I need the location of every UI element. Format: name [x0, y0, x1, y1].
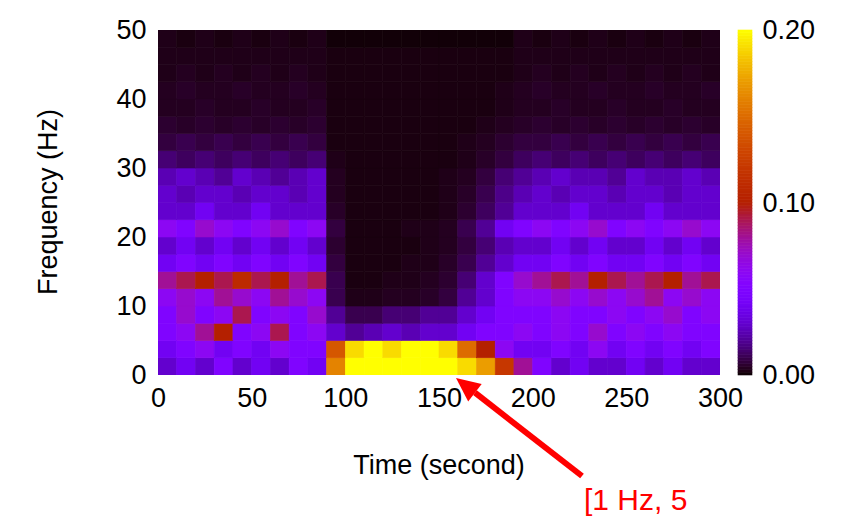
svg-text:20: 20 [116, 222, 146, 252]
svg-text:Frequency (Hz): Frequency (Hz) [33, 109, 63, 295]
svg-text:250: 250 [604, 383, 649, 413]
svg-text:[1 Hz, 5: [1 Hz, 5 [584, 483, 687, 516]
svg-text:300: 300 [698, 383, 743, 413]
svg-text:0: 0 [131, 360, 146, 390]
svg-text:50: 50 [237, 383, 267, 413]
svg-text:0: 0 [151, 383, 166, 413]
svg-text:200: 200 [511, 383, 556, 413]
svg-text:Time (second): Time (second) [353, 450, 525, 480]
svg-text:30: 30 [116, 153, 146, 183]
svg-text:100: 100 [323, 383, 368, 413]
svg-text:40: 40 [116, 84, 146, 114]
svg-text:150: 150 [417, 383, 462, 413]
svg-text:0.10: 0.10 [763, 188, 816, 218]
svg-text:50: 50 [116, 15, 146, 45]
svg-text:0.00: 0.00 [763, 360, 816, 390]
svg-text:0.20: 0.20 [763, 15, 816, 45]
svg-text:10: 10 [116, 291, 146, 321]
